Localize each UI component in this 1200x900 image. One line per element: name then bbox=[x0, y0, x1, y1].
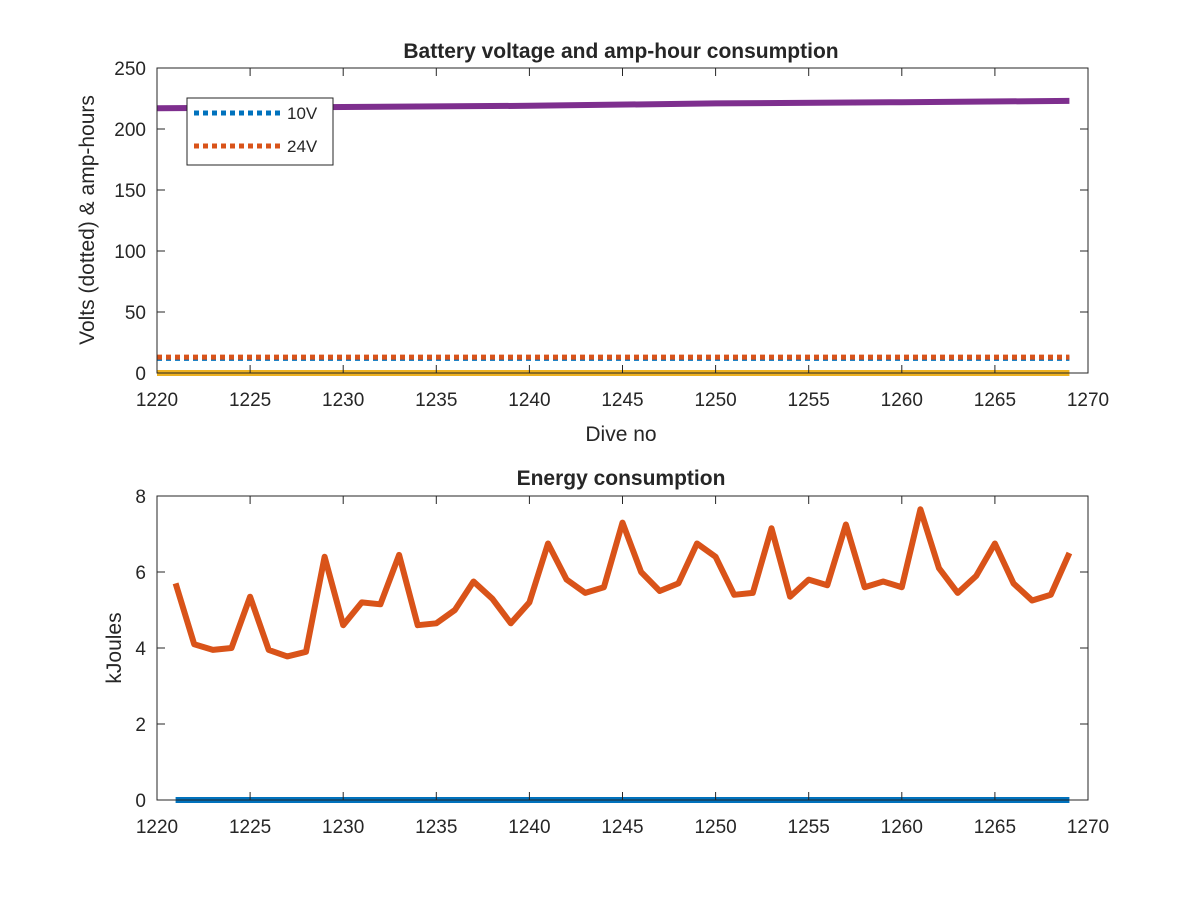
y-tick-label: 4 bbox=[135, 639, 146, 660]
x-tick-label: 1250 bbox=[694, 817, 736, 838]
x-tick-label: 1245 bbox=[601, 390, 643, 411]
axes-title: Battery voltage and amp-hour consumption bbox=[403, 40, 838, 63]
legend-box bbox=[186, 97, 334, 166]
x-tick-label: 1230 bbox=[322, 390, 364, 411]
x-tick-label: 1225 bbox=[229, 390, 271, 411]
x-tick-label: 1255 bbox=[788, 390, 830, 411]
x-tick-label: 1220 bbox=[136, 390, 178, 411]
x-tick-label: 1255 bbox=[788, 817, 830, 838]
x-tick-label: 1270 bbox=[1067, 390, 1109, 411]
y-tick-label: 50 bbox=[125, 303, 146, 324]
x-tick-label: 1235 bbox=[415, 390, 457, 411]
ticks: 1220 1225 1230 1235 1240 1245 1250 1255 1260 1265… bbox=[135, 487, 1109, 838]
y-tick-label: 250 bbox=[114, 59, 146, 80]
x-tick-label: 1240 bbox=[508, 390, 550, 411]
legend-label-10v: 10V bbox=[287, 104, 318, 123]
y-tick-label: 0 bbox=[135, 364, 146, 385]
x-tick-label: 1235 bbox=[415, 817, 457, 838]
y-axis-label: Volts (dotted) & amp-hours bbox=[76, 95, 99, 345]
ticks: 1220 1225 1230 1235 1240 1245 1250 1255 1260 1265… bbox=[114, 59, 1109, 411]
y-tick-label: 200 bbox=[114, 120, 146, 141]
y-tick-label: 8 bbox=[135, 487, 146, 508]
x-tick-label: 1270 bbox=[1067, 817, 1109, 838]
axes-title: Energy consumption bbox=[517, 467, 726, 490]
x-tick-label: 1265 bbox=[974, 390, 1016, 411]
y-tick-label: 2 bbox=[135, 715, 146, 736]
x-tick-label: 1245 bbox=[601, 817, 643, 838]
series-line-2 bbox=[172, 506, 1073, 660]
y-tick-label: 100 bbox=[114, 242, 146, 263]
y-tick-label: 150 bbox=[114, 181, 146, 202]
x-tick-label: 1220 bbox=[136, 817, 178, 838]
legend: 10V 24V bbox=[186, 97, 334, 166]
x-tick-label: 1265 bbox=[974, 817, 1016, 838]
x-axis-label: Dive no bbox=[585, 423, 656, 446]
battery-voltage-axes: Battery voltage and amp-hour consumption… bbox=[76, 40, 1109, 446]
x-tick-label: 1240 bbox=[508, 817, 550, 838]
energy-consumption-axes: Energy consumption 1220 1225 1230 1235 1240 1… bbox=[103, 467, 1109, 838]
legend-label-24v: 24V bbox=[287, 137, 318, 156]
x-tick-label: 1230 bbox=[322, 817, 364, 838]
x-tick-label: 1250 bbox=[694, 390, 736, 411]
x-tick-label: 1260 bbox=[881, 817, 923, 838]
y-axis-label: kJoules bbox=[103, 612, 126, 683]
y-tick-label: 6 bbox=[135, 563, 146, 584]
x-tick-label: 1260 bbox=[881, 390, 923, 411]
x-tick-label: 1225 bbox=[229, 817, 271, 838]
y-tick-label: 0 bbox=[135, 791, 146, 812]
